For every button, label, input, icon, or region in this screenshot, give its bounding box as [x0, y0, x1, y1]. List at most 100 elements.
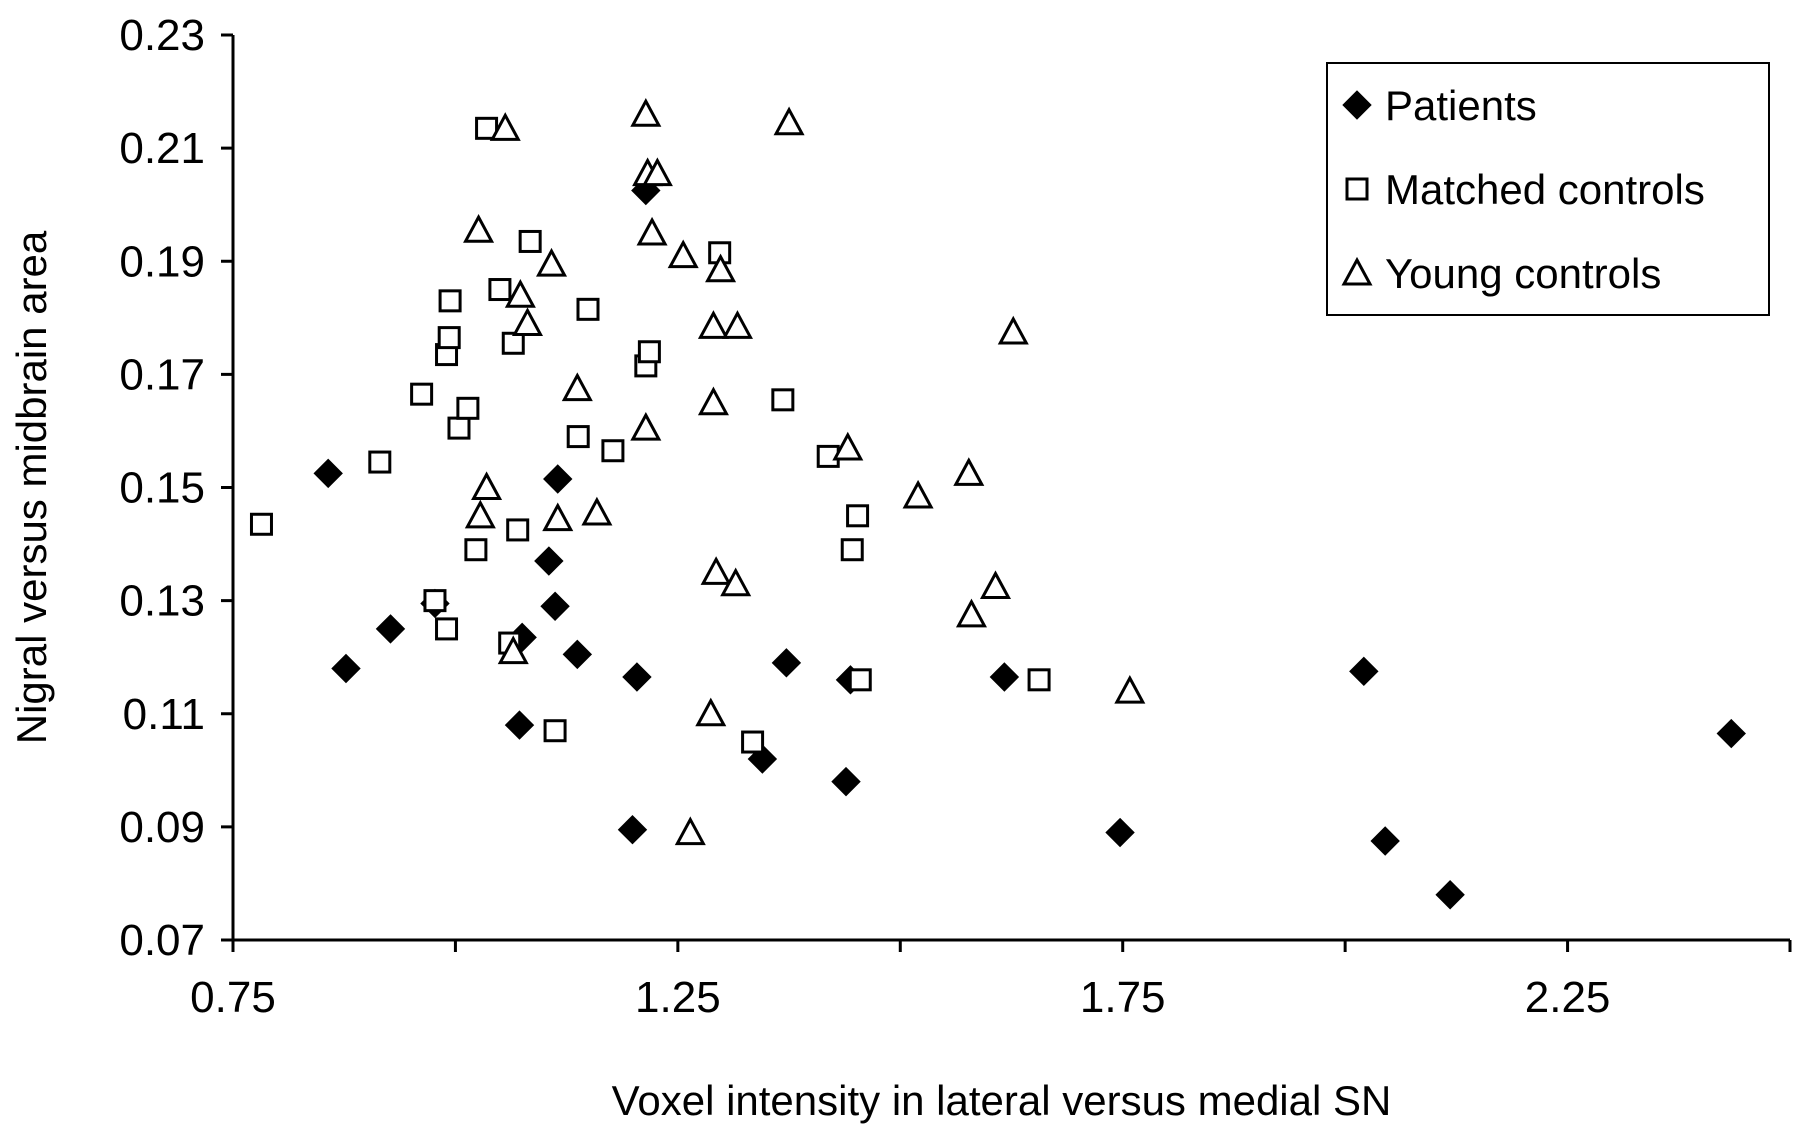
young-controls-point [674, 816, 706, 846]
matched-controls-point [501, 331, 525, 355]
patients-point [540, 591, 570, 621]
matched-controls-point [437, 326, 461, 350]
young-controls-point [773, 106, 805, 136]
patients-point [617, 814, 648, 845]
young-controls-point [464, 499, 496, 529]
young-controls-point [542, 502, 574, 532]
matched-controls-point [506, 518, 530, 542]
patients-point [831, 766, 861, 797]
young-controls-point [955, 598, 987, 628]
y-tick-label: 0.17 [119, 350, 205, 399]
young-controls-point [641, 157, 673, 187]
matched-controls-point [741, 730, 765, 754]
legend-box [1326, 62, 1770, 316]
plot-area [249, 98, 1746, 910]
patients-point [562, 639, 593, 670]
matched-controls-point [447, 416, 471, 440]
y-tick-label: 0.23 [119, 11, 205, 60]
legend-matched-controls-label: Matched controls [1385, 166, 1705, 213]
patients-point [771, 648, 802, 678]
patients-point [1105, 817, 1135, 848]
matched-controls-point [410, 382, 434, 406]
young-controls-point [1114, 674, 1146, 704]
y-tick-label: 0.15 [119, 464, 205, 513]
y-axis-title: Nigral versus midbrain area [8, 230, 55, 744]
x-axis-title: Voxel intensity in lateral versus medial… [612, 1077, 1392, 1124]
patients-point [1370, 826, 1400, 856]
young-controls-point [720, 567, 752, 597]
young-controls-point [667, 239, 699, 269]
young-controls-point [536, 247, 568, 277]
patients-point [534, 546, 564, 576]
y-tick-label: 0.11 [123, 690, 205, 739]
young-controls-point [697, 386, 729, 416]
legend-matched-controls-marker [1345, 177, 1369, 201]
matched-controls-point [637, 340, 661, 364]
young-controls-point [630, 411, 662, 441]
young-controls-point [700, 556, 732, 585]
young-controls-point [636, 216, 668, 246]
young-controls-point [463, 213, 495, 243]
young-controls-point [630, 98, 662, 127]
matched-controls-point [518, 229, 542, 253]
axes: 0.07 0.09 0.11 0.13 0.15 0.17 0.19 0.21 0.23 0.75… [8, 11, 1792, 1124]
y-tick-label: 0.13 [119, 577, 205, 626]
matched-controls-point [423, 589, 447, 613]
young-controls-point [471, 471, 503, 501]
young-controls-point [489, 112, 521, 141]
y-tick-label: 0.19 [119, 237, 205, 286]
patients-point [504, 710, 535, 740]
patients-point [622, 662, 652, 692]
patients-point [543, 464, 573, 494]
young-controls-point [721, 310, 753, 339]
patients-point [1349, 656, 1379, 687]
y-tick-label: 0.09 [119, 803, 205, 852]
matched-controls-point [601, 439, 625, 463]
x-tick-label: 1.25 [635, 973, 721, 1022]
x-tick-label: 1.75 [1080, 973, 1166, 1022]
x-tick-label: 2.25 [1525, 973, 1611, 1022]
young-controls-point [902, 479, 934, 509]
young-controls-point [997, 315, 1029, 345]
matched-controls-point [771, 388, 795, 412]
young-controls-point [705, 253, 737, 283]
matched-controls-point [435, 617, 459, 641]
young-controls-point [832, 431, 864, 461]
legend-young-controls-label: Young controls [1385, 250, 1661, 297]
matched-controls-point [846, 504, 870, 528]
young-controls-point [497, 635, 529, 665]
patients-point [989, 662, 1020, 692]
matched-controls-point [456, 396, 480, 420]
young-controls-point [697, 310, 729, 339]
matched-controls-point [848, 668, 872, 692]
young-controls-point [504, 279, 536, 308]
matched-controls-point [438, 289, 462, 313]
patients-point [1716, 718, 1746, 749]
matched-controls-point [464, 538, 488, 562]
y-tick-label: 0.21 [119, 124, 205, 173]
young-controls-point [953, 457, 985, 486]
y-tick-label: 0.07 [119, 916, 205, 965]
matched-controls-point [576, 297, 600, 321]
legend-patients-label: Patients [1385, 82, 1537, 129]
patients-point [1435, 880, 1465, 910]
matched-controls-point [543, 719, 567, 743]
matched-controls-point [249, 512, 273, 536]
matched-controls-point [840, 538, 864, 562]
patients-point [331, 653, 361, 684]
young-controls-point [511, 307, 544, 337]
legend-young-controls-marker [1341, 256, 1373, 286]
patients-point [313, 458, 343, 489]
legend: Patients Matched controls Young controls [1326, 62, 1770, 316]
matched-controls-point [488, 278, 512, 302]
young-controls-point [581, 496, 613, 526]
matched-controls-point [1027, 668, 1051, 692]
young-controls-point [561, 372, 593, 402]
matched-controls-point [566, 425, 590, 449]
x-tick-label: 0.75 [190, 973, 276, 1022]
young-controls-point [979, 570, 1012, 600]
legend-patients-marker [1342, 90, 1372, 120]
matched-controls-point [368, 450, 392, 474]
young-controls-point [695, 697, 727, 727]
